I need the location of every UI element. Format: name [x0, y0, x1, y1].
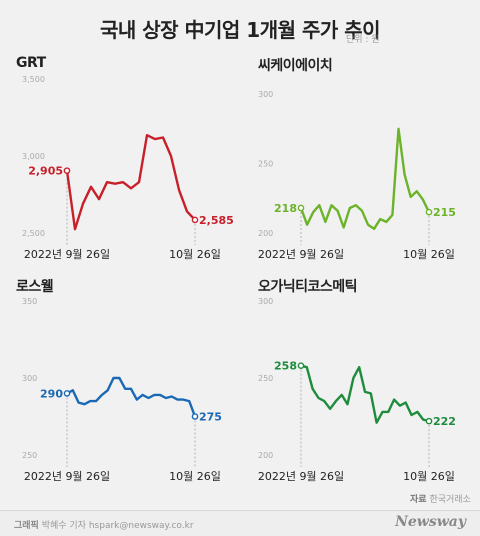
- ckh-x-label-start: 2022년 9월 26일: [258, 247, 344, 261]
- roswell-x-label-start: 2022년 9월 26일: [24, 469, 110, 483]
- source-note: 자료 한국거래소: [410, 492, 471, 505]
- credit-label: 그래픽: [14, 521, 39, 531]
- grt-x-label-end: 10월 26일: [169, 247, 221, 261]
- organic-series-line: [299, 364, 431, 424]
- roswell-x-label-end: 10월 26일: [169, 469, 221, 483]
- chart-title: 국내 상장 中기업 1개월 주가 추이: [99, 18, 381, 42]
- ckh-data-label-start: 218: [274, 202, 297, 215]
- source-text: 한국거래소: [429, 495, 471, 505]
- ckh-series-line: [299, 127, 431, 230]
- organic-ytick-label: 200: [258, 451, 273, 460]
- organic-ytick-label: 250: [258, 374, 273, 383]
- credit-text: 박혜수 기자 hspark@newsway.co.kr: [41, 521, 194, 531]
- ckh-ytick-label: 200: [258, 229, 273, 238]
- grt-ytick-label: 3,000: [22, 152, 45, 161]
- roswell-series-line: [65, 376, 197, 418]
- grt-data-label-end: 2,585: [199, 214, 234, 227]
- unit-label: 단위 : 원: [346, 35, 380, 45]
- roswell-ytick-label: 300: [22, 374, 37, 383]
- panel-title-ckh: 씨케이에이치: [258, 58, 333, 74]
- ckh-point-end: [425, 208, 433, 216]
- grt-x-label-start: 2022년 9월 26일: [24, 247, 110, 261]
- roswell-data-label-end: 275: [199, 411, 222, 424]
- organic-data-label-start: 258: [274, 360, 297, 373]
- panel-title-grt: GRT: [16, 55, 46, 71]
- newsway-logo: Newsway: [395, 514, 466, 530]
- roswell-point-start: [63, 390, 71, 397]
- credit: 그래픽 박혜수 기자 hspark@newsway.co.kr: [14, 518, 194, 531]
- ckh-x-label-end: 10월 26일: [403, 247, 455, 261]
- grt-data-label-start: 2,905: [28, 165, 63, 178]
- organic-data-label-end: 222: [433, 415, 456, 428]
- ckh-ytick-label: 250: [258, 160, 273, 169]
- roswell-data-label-start: 290: [40, 387, 63, 400]
- organic-x-label-end: 10월 26일: [403, 469, 455, 483]
- grt-ytick-label: 3,500: [22, 75, 45, 84]
- ckh-point-start: [297, 204, 305, 212]
- roswell-ytick-label: 250: [22, 451, 37, 460]
- roswell-ytick-label: 350: [22, 297, 37, 306]
- footer-bar: 그래픽 박혜수 기자 hspark@newsway.co.kr Newsway: [0, 510, 480, 536]
- grt-series-line: [65, 134, 197, 231]
- source-label: 자료: [410, 495, 427, 505]
- organic-point-end: [425, 417, 433, 425]
- grt-point-start: [63, 167, 71, 174]
- organic-x-label-start: 2022년 9월 26일: [258, 469, 344, 483]
- grt-ytick-label: 2,500: [22, 229, 45, 238]
- panel-title-organic: 오가닉티코스메틱: [258, 279, 358, 295]
- grt-point-end: [191, 216, 199, 224]
- ckh-data-label-end: 215: [433, 206, 456, 219]
- organic-point-start: [297, 362, 305, 369]
- organic-ytick-label: 300: [258, 297, 273, 306]
- ckh-ytick-label: 300: [258, 90, 273, 99]
- panel-title-roswell: 로스웰: [16, 279, 54, 295]
- roswell-point-end: [191, 413, 199, 420]
